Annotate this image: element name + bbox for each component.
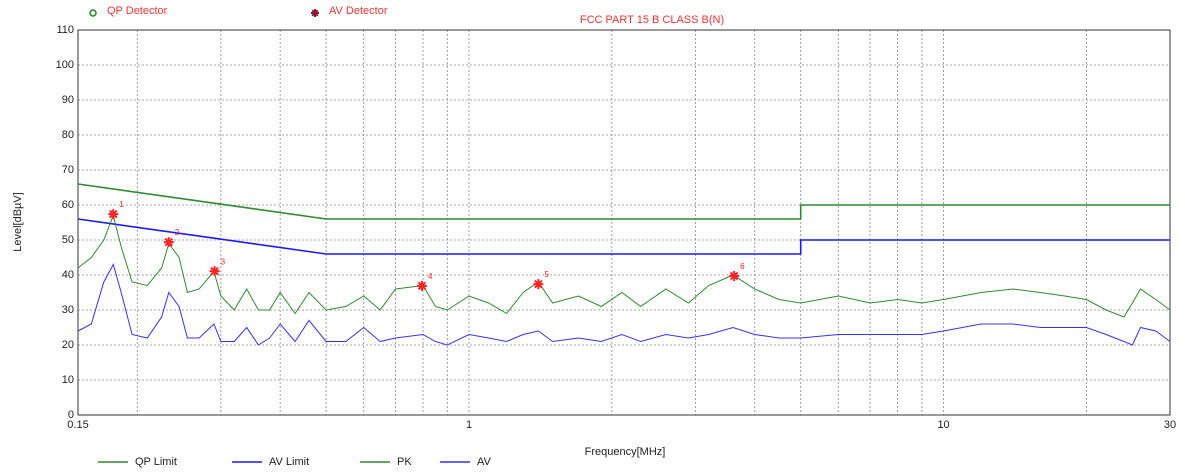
y-tick-label: 90 [62,94,74,106]
marker-label: 2 [175,228,180,237]
legend-label: AV [477,456,492,468]
marker-label: 6 [740,262,745,271]
x-tick-label: 0.15 [67,419,88,431]
peak-marker [163,237,174,248]
peak-marker [416,280,427,291]
legend-label: AV Limit [269,456,309,468]
y-tick-label: 80 [62,129,74,141]
peak-marker [108,209,119,220]
series-line [77,263,1171,346]
legend-label: QP Limit [135,456,177,468]
series-line [77,218,1170,255]
series-line [77,213,1171,318]
y-tick-label: 100 [56,59,74,71]
y-tick-label: 10 [62,374,74,386]
peak-marker [729,271,740,282]
y-tick-label: 70 [62,164,74,176]
marker-label: 3 [221,257,226,266]
marker-label: 4 [428,272,433,281]
y-tick-label: 0 [68,409,74,421]
legend-symbol [89,9,97,17]
legend-label: QP Detector [107,5,168,17]
y-tick-label: 40 [62,269,74,281]
chart-title: FCC PART 15 B CLASS B(N) [580,14,724,26]
marker-label: 5 [544,270,549,279]
legend-label: PK [397,456,412,468]
marker-label: 1 [119,200,124,209]
y-tick-label: 30 [62,304,74,316]
series-line [77,183,1170,220]
y-tick-label: 110 [56,24,74,36]
x-tick-label: 10 [937,419,949,431]
y-tick-label: 60 [62,199,74,211]
legend-symbol [311,9,319,17]
legend-label: AV Detector [329,5,388,17]
y-tick-label: 50 [62,234,74,246]
x-tick-label: 1 [466,419,472,431]
x-tick-label: 30 [1164,419,1176,431]
peak-marker [209,266,220,277]
y-tick-label: 20 [62,339,74,351]
plot-frame [77,29,1171,416]
y-axis-label: Level[dBµV] [12,192,24,252]
peak-marker [533,279,544,290]
x-axis-label: Frequency[MHz] [585,446,666,458]
